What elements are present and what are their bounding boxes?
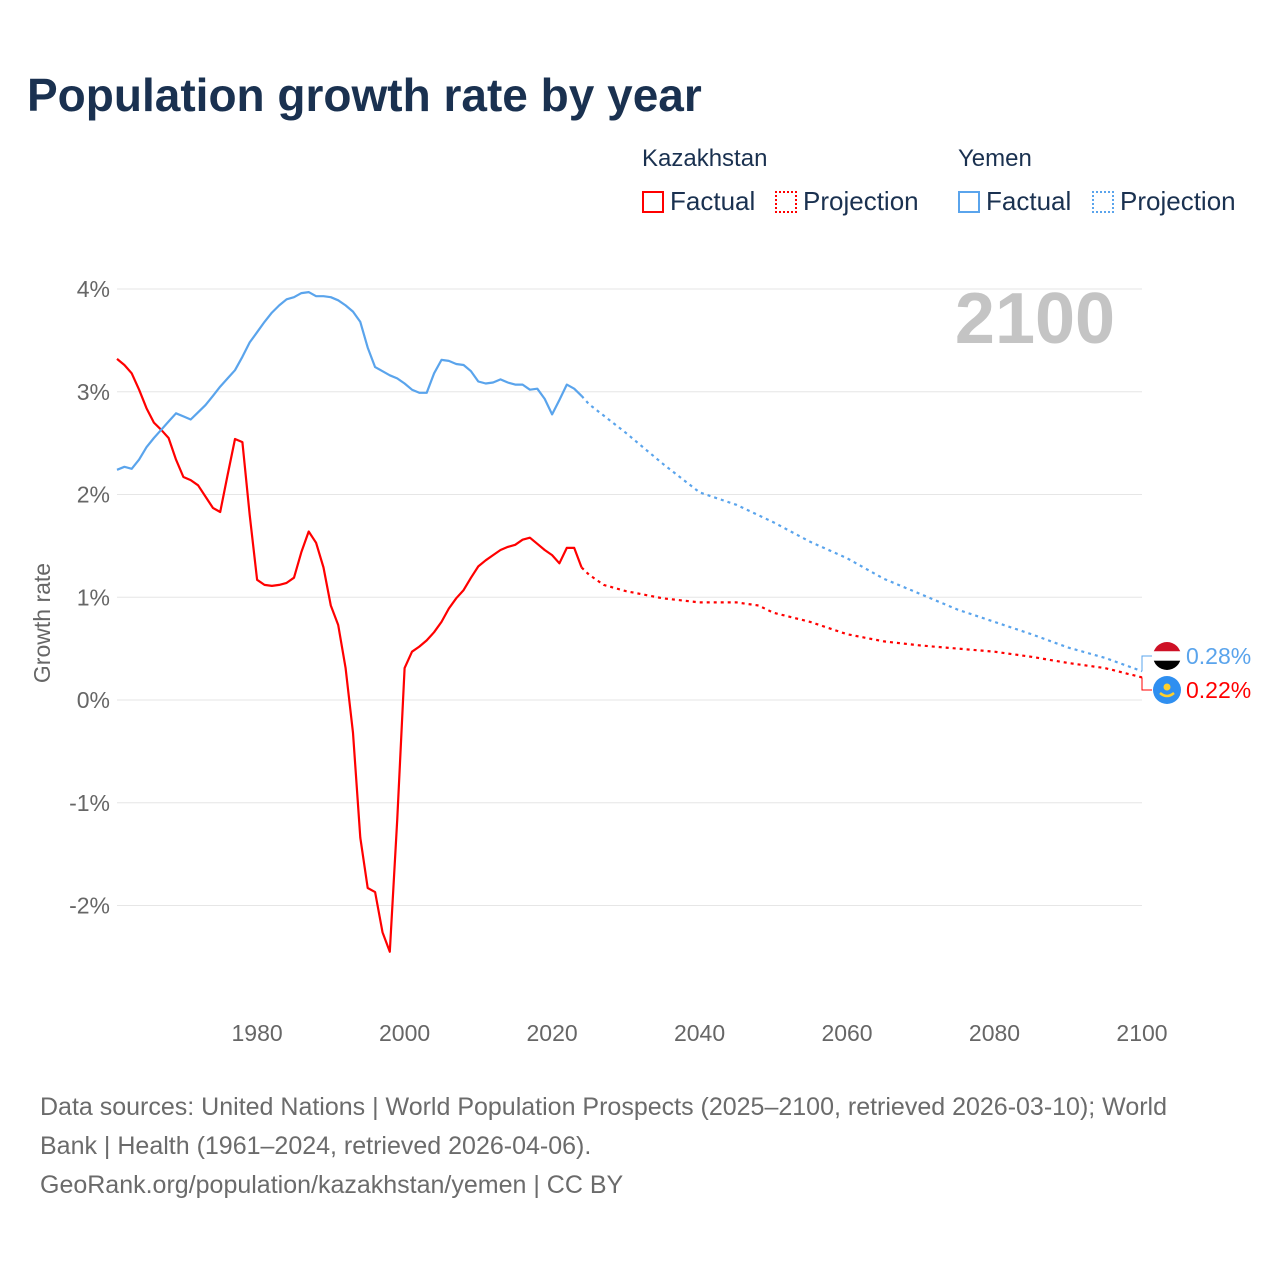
legend-yemen-factual[interactable]: Factual	[958, 186, 1071, 217]
kazakhstan-flag-icon	[1153, 676, 1181, 704]
end-value-label: 0.28%	[1186, 643, 1251, 669]
y-tick-label: 2%	[77, 482, 110, 508]
y-tick-label: -2%	[69, 893, 110, 919]
legend-swatch	[958, 190, 980, 213]
x-tick-label: 2100	[1116, 1020, 1167, 1046]
legend-label: Projection	[1120, 186, 1236, 216]
legend-yemen-projection[interactable]: Projection	[1092, 186, 1236, 217]
x-tick-label: 2040	[674, 1020, 725, 1046]
y-axis-label: Growth rate	[29, 563, 55, 683]
flag-stripe-black	[1153, 660, 1181, 670]
flag-stripe-white	[1153, 651, 1181, 661]
plot-area: 2100 Growth rate 4% 3% 2% 1% 0% -1% -2% 1980 200…	[29, 276, 1251, 1046]
flag-sun	[1163, 683, 1171, 691]
flag-eagle	[1159, 692, 1175, 698]
chart-title: Population growth rate by year	[27, 69, 702, 121]
y-tick-label: 4%	[77, 276, 110, 302]
legend-label: Factual	[986, 186, 1072, 216]
x-tick-label: 2000	[379, 1020, 430, 1046]
y-tick-label: 3%	[77, 379, 110, 405]
label-connector	[1141, 655, 1152, 672]
year-watermark: 2100	[955, 279, 1115, 359]
footer-link[interactable]: GeoRank.org/population/kazakhstan/yemen …	[40, 1171, 624, 1199]
flag-stripe-red	[1153, 642, 1181, 652]
footer-sources: Data sources: United Nations | World Pop…	[40, 1093, 1168, 1121]
y-tick-label: 1%	[77, 584, 110, 610]
line-kazakhstan-factual	[116, 358, 583, 953]
label-connector	[1141, 677, 1152, 691]
x-tick-label: 1980	[232, 1020, 283, 1046]
y-tick-label: -1%	[69, 790, 110, 816]
footer: Data sources: United Nations | World Pop…	[40, 1088, 1240, 1205]
legend-group-yemen: Yemen	[958, 145, 1032, 172]
x-tick-label: 2020	[526, 1020, 577, 1046]
yemen-flag-icon	[1153, 642, 1181, 670]
legend-swatch	[1092, 190, 1114, 213]
legend-group-kazakhstan: Kazakhstan	[642, 145, 768, 172]
end-value-label: 0.22%	[1186, 677, 1251, 703]
legend-label: Factual	[670, 186, 756, 216]
line-yemen-factual	[116, 291, 583, 471]
line-kazakhstan-projection	[580, 566, 1143, 679]
legend-kazakhstan-projection[interactable]: Projection	[775, 186, 919, 217]
legend-label: Projection	[803, 186, 919, 216]
x-tick-label: 2060	[821, 1020, 872, 1046]
x-tick-label: 2080	[969, 1020, 1020, 1046]
line-yemen-projection	[580, 395, 1143, 673]
legend-kazakhstan-factual[interactable]: Factual	[642, 186, 755, 217]
footer-sources-cont: Bank | Health (1961–2024, retrieved 2026…	[40, 1132, 592, 1160]
legend-swatch	[775, 190, 797, 213]
y-tick-label: 0%	[77, 687, 110, 713]
legend-swatch	[642, 190, 664, 213]
